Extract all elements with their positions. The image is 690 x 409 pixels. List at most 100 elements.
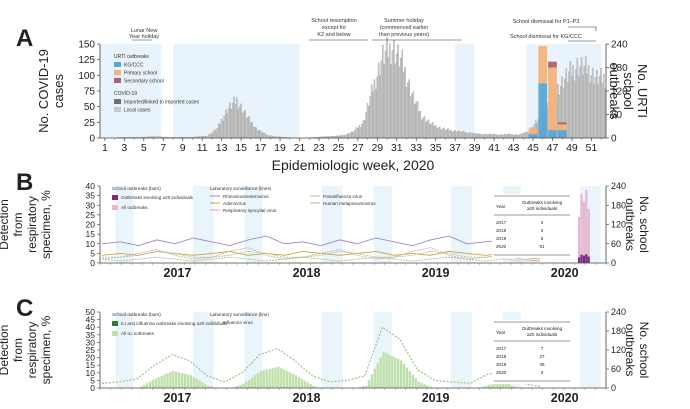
covid-local-bar	[263, 133, 266, 139]
y-tick-label: 15	[86, 360, 96, 370]
covid-local-bar	[423, 116, 426, 139]
covid-local-bar	[224, 109, 227, 139]
covid-local-bar	[372, 91, 374, 139]
covid-local-bar	[354, 129, 356, 139]
ili-outbreak-bar	[411, 374, 414, 388]
covid-local-bar	[358, 125, 360, 139]
legend-swatch-urti	[114, 70, 121, 75]
table-header: ≥20 individuals	[527, 206, 558, 211]
x-tick-label-a: 25	[333, 142, 345, 154]
annotation-dismissal-p1p3: School dismissal for P1–P3	[513, 19, 580, 25]
ili-outbreak-bar	[253, 375, 257, 388]
covid-local-bar	[226, 113, 228, 139]
table-header: Year	[496, 330, 506, 335]
y2-tick-label-a: 240	[611, 40, 628, 51]
y-axis-title-line: specimen, %	[39, 315, 53, 384]
covid-local-bar	[265, 134, 267, 139]
legend-swatch-urti	[114, 78, 121, 83]
x-tick-label-a: 5	[141, 142, 147, 154]
y-tick-label: 5	[90, 375, 95, 385]
covid-local-bar	[425, 121, 427, 139]
urti-bar-primary	[538, 45, 548, 84]
covid-local-bar	[208, 134, 210, 139]
y2-axis-title-line: outbreaks	[623, 198, 637, 251]
holiday-shading	[451, 312, 472, 388]
covid-local-bar	[380, 60, 383, 139]
y-tick-label-a: 100	[78, 71, 95, 82]
covid-local-bar	[477, 133, 480, 139]
covid-local-bar	[572, 65, 574, 139]
x-tick-label-a: 19	[274, 142, 286, 154]
x-tick-label-a: 7	[160, 142, 166, 154]
x-tick-label-a: 13	[216, 142, 228, 154]
covid-local-bar	[502, 134, 505, 139]
urti-outbreak-bar-all	[587, 209, 590, 263]
ili-outbreak-bar	[376, 363, 379, 388]
year-label: 2020	[551, 391, 579, 405]
covid-local-bar	[496, 134, 498, 139]
ili-outbreak-bar	[373, 368, 376, 388]
covid-local-bar	[439, 126, 441, 139]
y2-tick-label: 240	[611, 181, 626, 191]
covid-local-bar	[213, 129, 216, 139]
annotation-lunar-new-year: Year holiday	[129, 34, 159, 40]
legend-title-lab: Laboratory surveillance (line)	[210, 312, 269, 317]
urti-outbreak-bar-all	[578, 216, 581, 263]
covid-local-bar	[571, 75, 573, 139]
ili-outbreak-bar	[207, 385, 210, 388]
x-tick-label-a: 45	[527, 142, 539, 154]
ili-outbreak-bar	[175, 371, 178, 388]
covid-local-bar	[479, 134, 481, 139]
covid-local-bar	[597, 84, 599, 139]
covid-local-bar	[465, 131, 467, 139]
covid-local-bar	[398, 66, 401, 139]
y-tick-label-a: 75	[84, 87, 96, 98]
ili-outbreak-bar	[192, 377, 195, 388]
ili-outbreak-bar	[285, 370, 289, 388]
ili-outbreak-bar	[256, 373, 260, 388]
covid-local-bar	[523, 132, 526, 139]
table-cell-count: 81	[539, 244, 545, 249]
urti-bar-primary	[557, 124, 567, 131]
covid-local-bar	[249, 122, 252, 139]
legend-swatch-school	[112, 321, 118, 326]
covid-local-bar	[593, 84, 595, 139]
y2-axis-title-line: No. school	[637, 322, 651, 379]
ili-outbreak-bar	[265, 369, 268, 388]
covid-local-bar	[237, 108, 239, 139]
covid-local-bar	[487, 134, 490, 139]
covid-local-bar	[582, 74, 584, 139]
covid-local-bar	[589, 83, 591, 139]
covid-local-bar	[375, 89, 377, 139]
legend-label-lab: Human metapneumovirus	[323, 201, 376, 206]
covid-local-bar	[579, 66, 581, 139]
panel-label: B	[16, 169, 33, 196]
annotation-school-resumption: K2 and below	[317, 32, 350, 38]
legend-swatch-school	[112, 331, 118, 336]
ili-outbreak-bar	[268, 368, 271, 388]
covid-local-bar	[441, 128, 444, 139]
legend-swatch-covid	[114, 99, 121, 104]
legend-label-covid: Imported/linked to imported cases	[124, 100, 200, 106]
covid-local-bar	[233, 96, 235, 139]
y2-tick-label: 60	[611, 364, 621, 374]
ili-outbreak-bar	[303, 380, 306, 388]
covid-local-bar	[573, 80, 576, 139]
covid-local-bar	[575, 69, 577, 139]
ili-outbreak-bar	[154, 378, 157, 388]
x-tick-label-a: 3	[121, 142, 127, 154]
legend-title-school: School outbreaks (bars)	[112, 312, 161, 317]
y2-tick-label: 0	[611, 383, 616, 393]
covid-local-bar	[255, 127, 258, 139]
holiday-shading	[192, 312, 214, 388]
ili-outbreak-bar	[242, 383, 245, 388]
y-tick-label-a: 0	[89, 134, 95, 145]
covid-local-bar	[459, 132, 462, 139]
year-label: 2018	[293, 266, 321, 280]
ili-outbreak-bar	[300, 378, 303, 388]
ili-outbreak-bar	[236, 385, 239, 388]
ili-outbreak-bar	[288, 372, 292, 388]
covid-local-bar	[471, 133, 473, 139]
y-tick-label: 50	[86, 307, 96, 317]
